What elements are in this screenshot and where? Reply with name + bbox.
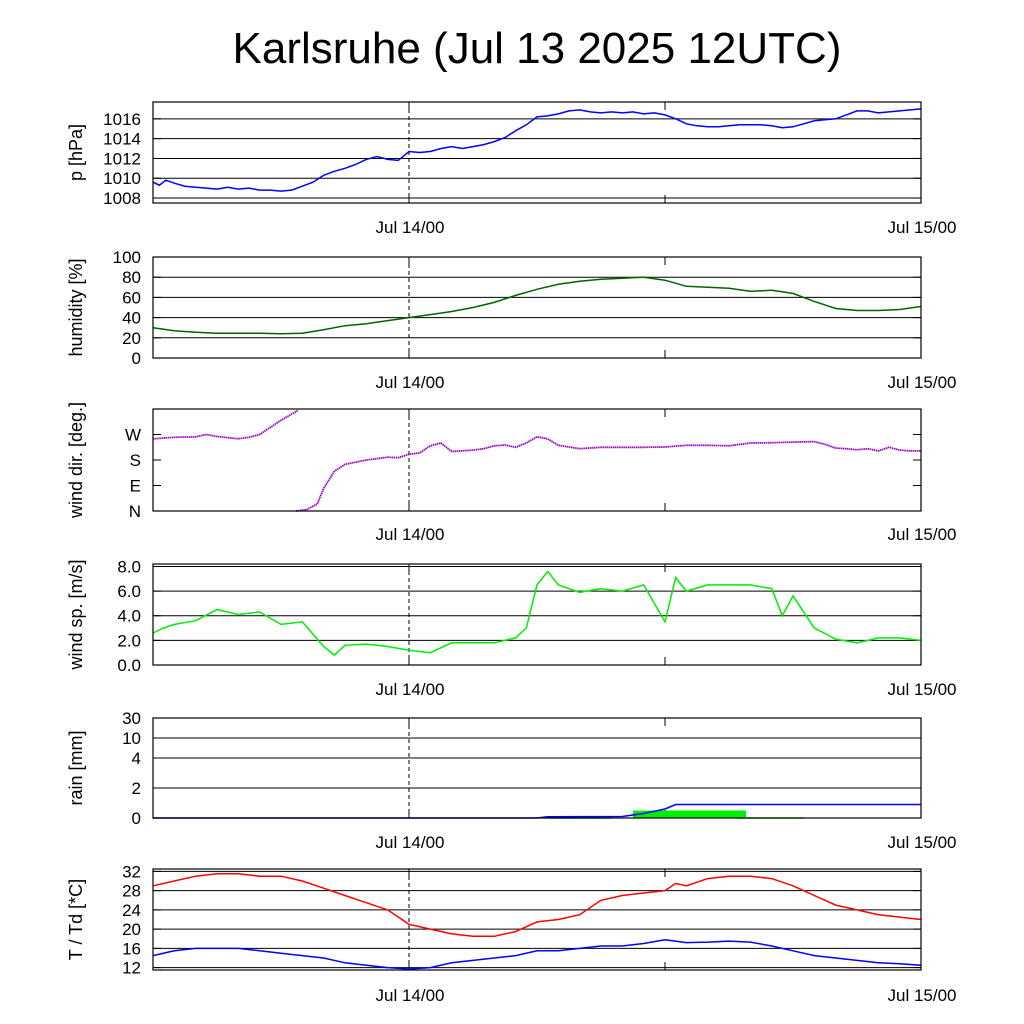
x-tick-label: Jul 15/00 [888, 373, 957, 392]
x-tick-label: Jul 14/00 [376, 218, 445, 237]
y-tick-label: 1016 [103, 110, 141, 129]
x-tick-label: Jul 15/00 [888, 680, 957, 699]
y-tick-label: E [130, 477, 141, 496]
wind_speed-series-line [152, 570, 922, 657]
y-tick-label: 32 [122, 862, 141, 881]
x-tick-label: Jul 15/00 [888, 218, 957, 237]
y-tick-label: N [129, 502, 141, 521]
y-tick-label: 12 [122, 959, 141, 978]
y-tick-label: 1012 [103, 149, 141, 168]
wind-direction-series [295, 435, 921, 512]
plot-frame [152, 101, 922, 204]
x-tick-label: Jul 15/00 [888, 986, 957, 1005]
humidity-series-line [152, 276, 922, 335]
y-tick-label: 0 [132, 349, 141, 368]
x-tick-label: Jul 14/00 [376, 986, 445, 1005]
x-tick-label: Jul 14/00 [376, 373, 445, 392]
y-tick-label: 0.0 [117, 656, 141, 675]
rain-accumulated-line [153, 803, 921, 819]
plot-frame [152, 408, 922, 512]
pressure-series-line [152, 108, 922, 192]
y-tick-label: 100 [113, 248, 141, 267]
y-tick-label: 20 [122, 920, 141, 939]
y-tick-label: 2.0 [117, 631, 141, 650]
y-tick-label: 24 [122, 901, 141, 920]
y-tick-label: 60 [122, 288, 141, 307]
y-tick-label: 4.0 [117, 607, 141, 626]
plot-frame [152, 256, 922, 359]
x-tick-label: Jul 14/00 [376, 680, 445, 699]
x-tick-label: Jul 14/00 [376, 833, 445, 852]
plot-frame [152, 868, 922, 971]
temperature-series-line [152, 873, 922, 938]
x-tick-label: Jul 15/00 [888, 525, 957, 544]
y-axis-label: humidity [%] [66, 258, 86, 356]
plot-frame [152, 563, 922, 666]
y-axis-label: rain [mm] [66, 730, 86, 805]
rain-bar [633, 810, 683, 818]
y-tick-label: 20 [122, 329, 141, 348]
temperature-series-line [152, 938, 922, 970]
plot-frame [152, 717, 922, 819]
chart-title: Karlsruhe (Jul 13 2025 12UTC) [232, 24, 842, 73]
y-tick-label: 40 [122, 309, 141, 328]
y-tick-label: 1010 [103, 169, 141, 188]
y-tick-label: S [130, 451, 141, 470]
rain-bar [682, 810, 747, 818]
y-tick-label: 0 [132, 809, 141, 828]
y-axis-label: wind dir. [deg.] [66, 402, 86, 519]
y-tick-label: 8.0 [117, 557, 141, 576]
y-axis-label: wind sp. [m/s] [66, 559, 86, 670]
y-tick-label: W [125, 426, 141, 445]
y-tick-label: 1014 [103, 130, 141, 149]
wind-direction-series [152, 409, 299, 440]
y-tick-label: 80 [122, 268, 141, 287]
y-tick-label: 2 [132, 779, 141, 798]
y-axis-label: T / Td [*C] [66, 879, 86, 960]
y-tick-label: 1008 [103, 189, 141, 208]
x-tick-label: Jul 15/00 [888, 833, 957, 852]
panel-wind_speed: 0.0 2.0 4.0 6.0 8.0 wind sp. [m/s] Jul 14/00 Ju… [66, 557, 957, 699]
y-tick-label: 6.0 [117, 582, 141, 601]
y-tick-label: 16 [122, 939, 141, 958]
y-axis-label: p [hPa] [66, 124, 86, 181]
x-tick-label: Jul 14/00 [376, 525, 445, 544]
y-tick-label: 30 [122, 709, 141, 728]
y-tick-label: 28 [122, 882, 141, 901]
y-tick-label: 10 [122, 729, 141, 748]
y-tick-label: 4 [132, 749, 141, 768]
